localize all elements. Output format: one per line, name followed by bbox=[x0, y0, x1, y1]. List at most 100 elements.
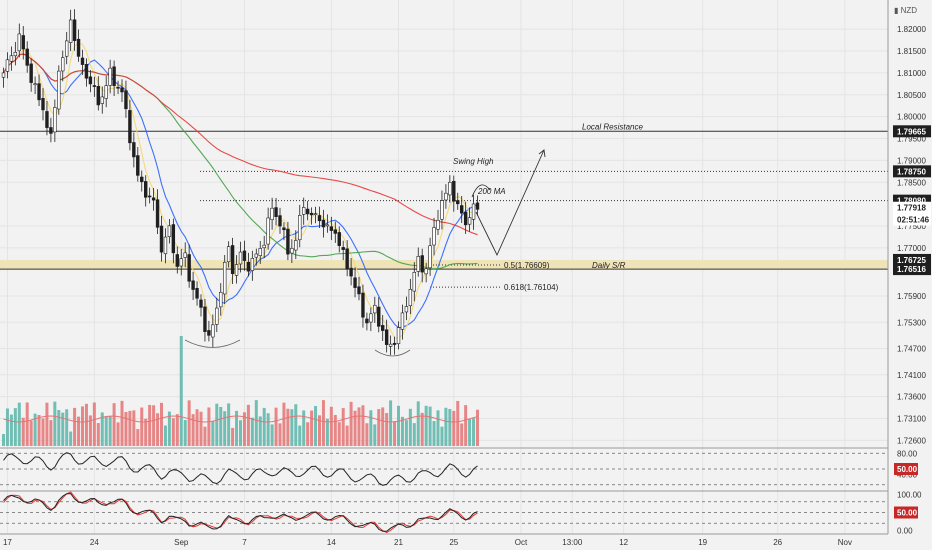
candle-body[interactable] bbox=[167, 225, 172, 237]
candle-body[interactable] bbox=[345, 248, 349, 270]
candle-body[interactable] bbox=[96, 86, 101, 106]
candle-body[interactable] bbox=[262, 244, 266, 249]
candle-body[interactable] bbox=[80, 57, 85, 65]
candle-body[interactable] bbox=[76, 38, 81, 57]
candle-body[interactable] bbox=[144, 181, 148, 198]
candle-body[interactable] bbox=[215, 307, 219, 325]
candle-body[interactable] bbox=[408, 289, 413, 307]
candle-body[interactable] bbox=[456, 200, 460, 205]
candle-body[interactable] bbox=[424, 268, 428, 275]
candle-body[interactable] bbox=[373, 304, 377, 314]
candle-body[interactable] bbox=[191, 280, 195, 290]
candle-body[interactable] bbox=[463, 211, 468, 226]
candle-body[interactable] bbox=[33, 83, 37, 86]
candle-body[interactable] bbox=[207, 330, 211, 336]
candle-body[interactable] bbox=[104, 85, 108, 99]
candle-body[interactable] bbox=[274, 207, 278, 217]
candle-body[interactable] bbox=[108, 67, 112, 86]
candle-body[interactable] bbox=[53, 107, 57, 133]
candle-body[interactable] bbox=[41, 98, 45, 111]
candle-body[interactable] bbox=[444, 192, 448, 201]
candle-body[interactable] bbox=[286, 228, 290, 255]
candle-body[interactable] bbox=[317, 215, 322, 222]
candle-body[interactable] bbox=[246, 261, 251, 272]
candle-body[interactable] bbox=[416, 256, 420, 272]
candle-body[interactable] bbox=[325, 224, 330, 227]
candle-body[interactable] bbox=[380, 325, 385, 331]
candle-body[interactable] bbox=[199, 299, 203, 308]
oscillator-1-pane[interactable] bbox=[0, 447, 888, 486]
candle-body[interactable] bbox=[321, 219, 326, 228]
candle-body[interactable] bbox=[353, 277, 357, 288]
candle-body[interactable] bbox=[392, 342, 397, 345]
candle-body[interactable] bbox=[49, 127, 53, 134]
candle-body[interactable] bbox=[282, 227, 286, 231]
candle-body[interactable] bbox=[448, 181, 452, 196]
candle-body[interactable] bbox=[396, 327, 401, 345]
candle-body[interactable] bbox=[187, 254, 191, 282]
candle-body[interactable] bbox=[61, 57, 65, 72]
candle-body[interactable] bbox=[17, 33, 21, 52]
candle-body[interactable] bbox=[432, 227, 436, 246]
candle-body[interactable] bbox=[159, 225, 164, 253]
candle-body[interactable] bbox=[195, 287, 199, 299]
candle-body[interactable] bbox=[171, 224, 176, 254]
candle-body[interactable] bbox=[219, 291, 223, 308]
candle-body[interactable] bbox=[400, 312, 405, 330]
candle-body[interactable] bbox=[223, 261, 227, 295]
candle-body[interactable] bbox=[412, 272, 416, 292]
candle-body[interactable] bbox=[65, 40, 69, 57]
candle-body[interactable] bbox=[226, 246, 231, 263]
oscillator-2-pane[interactable] bbox=[0, 490, 888, 534]
candle-body[interactable] bbox=[21, 35, 25, 50]
price-axis[interactable]: 1.82000 1.81500 1.81000 1.80500 1.80000 1.795… bbox=[887, 0, 931, 535]
candle-body[interactable] bbox=[471, 203, 476, 220]
candle-body[interactable] bbox=[309, 212, 314, 216]
candle-body[interactable] bbox=[329, 226, 334, 231]
candle-body[interactable] bbox=[45, 111, 49, 128]
candle-body[interactable] bbox=[428, 245, 432, 269]
candle-body[interactable] bbox=[179, 258, 183, 267]
candle-body[interactable] bbox=[270, 207, 274, 220]
candles[interactable] bbox=[1, 9, 480, 356]
candle-body[interactable] bbox=[211, 324, 215, 338]
candle-body[interactable] bbox=[384, 329, 389, 345]
candle-body[interactable] bbox=[151, 197, 156, 201]
candle-body[interactable] bbox=[175, 254, 179, 267]
candle-body[interactable] bbox=[452, 180, 456, 202]
candle-body[interactable] bbox=[475, 202, 480, 210]
candle-body[interactable] bbox=[9, 55, 14, 62]
candle-body[interactable] bbox=[254, 253, 258, 258]
candle-body[interactable] bbox=[136, 155, 140, 176]
candle-body[interactable] bbox=[294, 240, 298, 251]
candle-body[interactable] bbox=[404, 306, 409, 313]
candle-body[interactable] bbox=[301, 207, 306, 215]
candle-body[interactable] bbox=[238, 251, 243, 265]
candle-body[interactable] bbox=[92, 85, 97, 87]
candle-body[interactable] bbox=[140, 176, 144, 183]
candle-body[interactable] bbox=[147, 195, 152, 198]
candle-body[interactable] bbox=[349, 267, 353, 277]
candle-body[interactable] bbox=[242, 250, 247, 261]
candle-body[interactable] bbox=[388, 343, 393, 347]
candle-body[interactable] bbox=[100, 96, 104, 104]
candle-body[interactable] bbox=[68, 19, 73, 43]
candle-body[interactable] bbox=[116, 86, 120, 89]
candle-body[interactable] bbox=[25, 48, 29, 66]
candle-body[interactable] bbox=[120, 87, 124, 93]
candle-body[interactable] bbox=[37, 83, 41, 101]
candle-body[interactable] bbox=[298, 215, 302, 241]
candle-body[interactable] bbox=[305, 208, 310, 215]
candle-body[interactable] bbox=[72, 19, 77, 41]
candle-body[interactable] bbox=[341, 247, 345, 250]
candle-body[interactable] bbox=[337, 232, 341, 246]
candle-body[interactable] bbox=[112, 66, 116, 86]
candle-body[interactable] bbox=[357, 286, 361, 295]
candle-body[interactable] bbox=[290, 248, 294, 254]
candle-body[interactable] bbox=[29, 63, 33, 83]
candle-body[interactable] bbox=[436, 220, 440, 230]
candle-body[interactable] bbox=[5, 59, 10, 72]
candle-body[interactable] bbox=[203, 306, 207, 332]
candle-body[interactable] bbox=[132, 142, 136, 158]
